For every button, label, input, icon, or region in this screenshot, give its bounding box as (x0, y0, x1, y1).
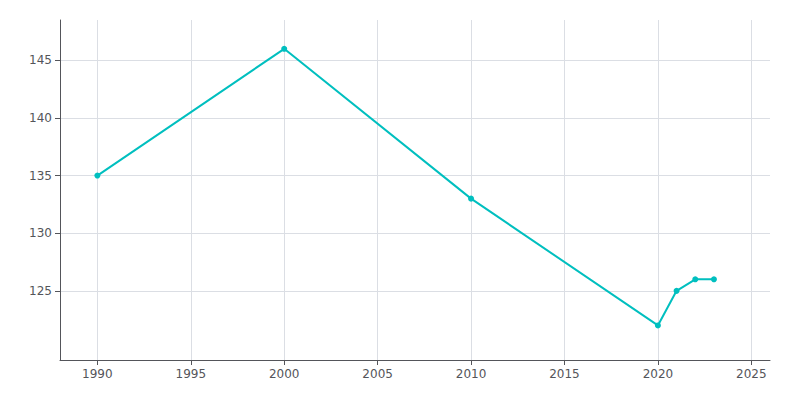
svg-text:2000: 2000 (269, 367, 300, 381)
svg-text:135: 135 (29, 169, 52, 183)
svg-text:145: 145 (29, 53, 52, 67)
svg-text:125: 125 (29, 284, 52, 298)
svg-text:2010: 2010 (456, 367, 487, 381)
svg-text:1995: 1995 (176, 367, 207, 381)
svg-text:130: 130 (29, 226, 52, 240)
svg-text:1990: 1990 (82, 367, 113, 381)
svg-text:2015: 2015 (549, 367, 580, 381)
svg-text:140: 140 (29, 111, 52, 125)
svg-text:2025: 2025 (736, 367, 767, 381)
svg-text:2020: 2020 (643, 367, 674, 381)
svg-text:2005: 2005 (362, 367, 393, 381)
